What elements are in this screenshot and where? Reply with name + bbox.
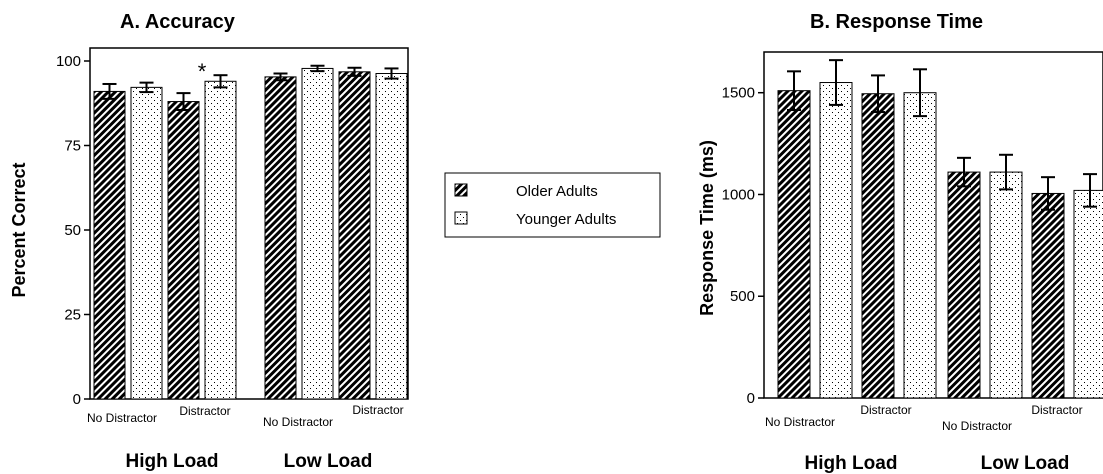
bar-younger-adults xyxy=(1073,189,1103,399)
y-tick-label: 1500 xyxy=(722,85,755,102)
group-label-low-load: Low Load xyxy=(981,453,1070,474)
bar-older-adults xyxy=(777,90,811,399)
bar-older-adults xyxy=(93,90,126,400)
significance-marker: * xyxy=(198,59,207,84)
legend-label-younger-adults: Younger Adults xyxy=(516,211,616,228)
condition-label: Distractor xyxy=(860,403,911,417)
legend: Older Adults Younger Adults xyxy=(444,172,661,238)
legend-label-older-adults: Older Adults xyxy=(516,183,598,200)
group-label-high-load: High Load xyxy=(805,453,898,474)
accuracy-panel: A. Accuracy Percent Correct High Load Lo… xyxy=(9,11,409,472)
y-tick-label: 100 xyxy=(56,53,81,70)
group-label-high-load: High Load xyxy=(126,451,219,472)
legend-box xyxy=(444,172,661,238)
bar-older-adults xyxy=(264,76,297,400)
bar-older-adults xyxy=(338,71,371,400)
condition-label: Distractor xyxy=(352,403,403,417)
bar-younger-adults xyxy=(130,86,163,400)
chart-title: B. Response Time xyxy=(810,11,983,33)
legend-swatch-younger-adults xyxy=(454,211,468,225)
bar-younger-adults xyxy=(301,67,334,400)
bar-younger-adults xyxy=(989,171,1023,399)
y-axis-label: Response Time (ms) xyxy=(697,140,717,316)
bar-younger-adults xyxy=(903,92,937,399)
y-axis-label: Percent Correct xyxy=(9,162,29,297)
bar-older-adults xyxy=(861,93,895,399)
condition-label: No Distractor xyxy=(765,415,835,429)
y-tick-label: 25 xyxy=(64,307,81,324)
chart-title: A. Accuracy xyxy=(120,11,236,33)
legend-swatch-older-adults xyxy=(454,183,468,197)
condition-label: No Distractor xyxy=(263,415,333,429)
bar-younger-adults xyxy=(819,82,853,399)
bar-older-adults xyxy=(947,171,981,399)
condition-label: No Distractor xyxy=(942,419,1012,433)
bar-older-adults xyxy=(167,101,200,400)
plot-frame xyxy=(89,47,409,400)
bar-older-adults xyxy=(1031,192,1065,399)
bar-younger-adults xyxy=(204,80,237,400)
y-tick-label: 500 xyxy=(730,288,755,305)
condition-label: No Distractor xyxy=(87,411,157,425)
y-tick-label: 1000 xyxy=(722,186,755,203)
y-tick-label: 50 xyxy=(64,222,81,239)
bar-younger-adults xyxy=(375,73,408,400)
response-time-panel: B. Response Time Response Time (ms) High… xyxy=(697,11,1103,474)
y-tick-label: 75 xyxy=(64,138,81,155)
condition-label: Distractor xyxy=(179,404,230,418)
condition-label: Distractor xyxy=(1031,403,1082,417)
group-label-low-load: Low Load xyxy=(284,451,373,472)
y-tick-label: 0 xyxy=(73,391,81,408)
y-tick-label: 0 xyxy=(747,390,755,407)
